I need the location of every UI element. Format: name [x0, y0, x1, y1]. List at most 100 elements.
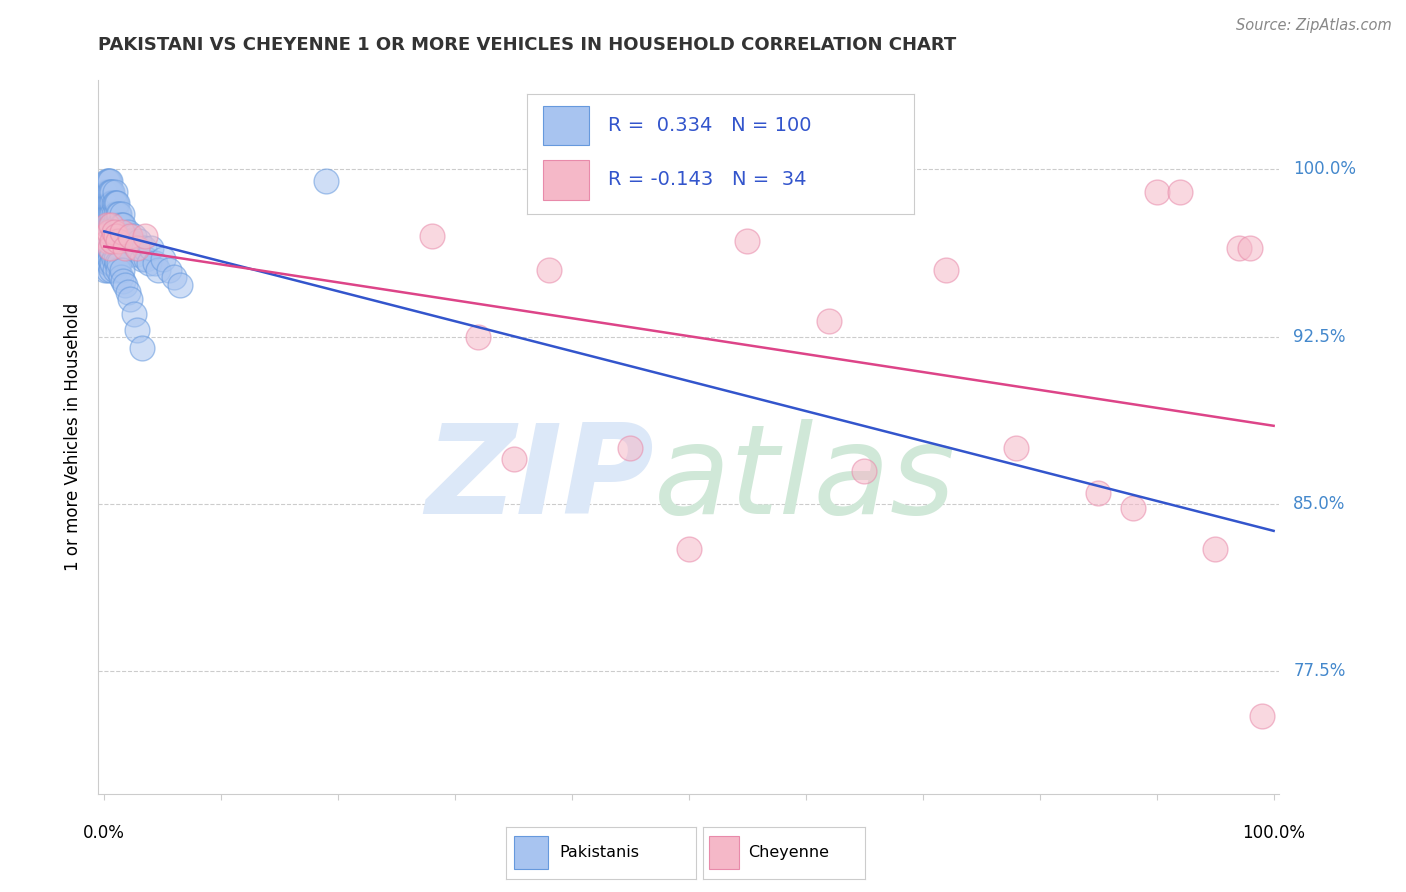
Point — [104, 219, 127, 233]
Point — [98, 252, 121, 266]
Point — [678, 541, 700, 556]
Point — [98, 185, 121, 199]
Y-axis label: 1 or more Vehicles in Household: 1 or more Vehicles in Household — [65, 303, 83, 571]
Point — [97, 234, 120, 248]
Point — [163, 269, 186, 284]
Point — [122, 307, 145, 321]
Point — [97, 174, 120, 188]
Point — [132, 241, 155, 255]
Point — [125, 323, 148, 337]
Point — [111, 219, 134, 233]
Point — [1227, 241, 1250, 255]
Point — [114, 278, 136, 293]
Point — [315, 174, 337, 188]
Point — [98, 241, 121, 255]
Point — [104, 195, 127, 210]
Point — [104, 229, 127, 244]
Point — [101, 234, 124, 248]
Point — [97, 256, 120, 270]
Point — [108, 207, 131, 221]
Point — [935, 262, 957, 277]
Point — [120, 234, 142, 248]
Point — [115, 241, 138, 255]
Point — [118, 292, 141, 306]
Point — [1122, 501, 1144, 516]
Point — [143, 256, 166, 270]
Point — [97, 207, 120, 221]
Point — [98, 241, 121, 255]
Point — [96, 195, 118, 210]
Point — [118, 234, 141, 248]
Point — [96, 219, 118, 233]
Point — [157, 262, 180, 277]
Text: R = -0.143   N =  34: R = -0.143 N = 34 — [609, 170, 807, 189]
Point — [122, 229, 145, 244]
Text: Cheyenne: Cheyenne — [748, 846, 830, 860]
Point — [1204, 541, 1226, 556]
Text: 85.0%: 85.0% — [1294, 495, 1346, 513]
Point — [98, 195, 121, 210]
Point — [1239, 241, 1261, 255]
Point — [111, 219, 134, 233]
Point — [97, 195, 120, 210]
Point — [94, 185, 117, 199]
Point — [101, 207, 124, 221]
Point — [110, 269, 132, 284]
Point — [104, 195, 127, 210]
Point — [104, 185, 127, 199]
Point — [169, 278, 191, 293]
Point — [1087, 485, 1109, 500]
Point — [100, 256, 122, 270]
Point — [101, 185, 124, 199]
Point — [1146, 185, 1168, 199]
Point — [420, 229, 443, 244]
Point — [105, 256, 128, 270]
Point — [110, 219, 132, 233]
Point — [97, 219, 120, 233]
Point — [96, 241, 118, 255]
Point — [100, 195, 122, 210]
Point — [108, 256, 131, 270]
Point — [152, 252, 174, 266]
Point — [94, 229, 117, 244]
Point — [124, 241, 146, 255]
Point — [103, 207, 125, 221]
Point — [619, 442, 641, 455]
Bar — [513, 836, 548, 870]
Point — [103, 219, 125, 233]
Point — [100, 262, 122, 277]
Point — [98, 219, 121, 233]
Point — [96, 174, 118, 188]
Point — [94, 195, 117, 210]
Text: atlas: atlas — [654, 419, 956, 541]
Point — [105, 219, 128, 233]
Point — [128, 234, 150, 248]
Point — [111, 207, 134, 221]
Point — [1168, 185, 1191, 199]
Point — [107, 234, 129, 248]
Point — [101, 247, 124, 261]
Point — [139, 241, 162, 255]
Point — [125, 247, 148, 261]
Point — [100, 219, 122, 233]
Point — [105, 195, 128, 210]
Point — [98, 207, 121, 221]
Point — [100, 207, 122, 221]
Point — [737, 234, 759, 248]
Point — [818, 314, 841, 328]
Point — [101, 219, 124, 233]
Point — [97, 207, 120, 221]
Point — [121, 247, 143, 261]
Text: R =  0.334   N = 100: R = 0.334 N = 100 — [609, 116, 811, 135]
Point — [114, 234, 136, 248]
Bar — [543, 106, 589, 145]
Point — [101, 256, 124, 270]
Text: Pakistanis: Pakistanis — [560, 846, 640, 860]
Point — [100, 185, 122, 199]
Point — [103, 225, 125, 239]
Point — [103, 195, 125, 210]
Point — [94, 252, 117, 266]
Point — [135, 252, 157, 266]
Point — [108, 219, 131, 233]
Point — [97, 241, 120, 255]
